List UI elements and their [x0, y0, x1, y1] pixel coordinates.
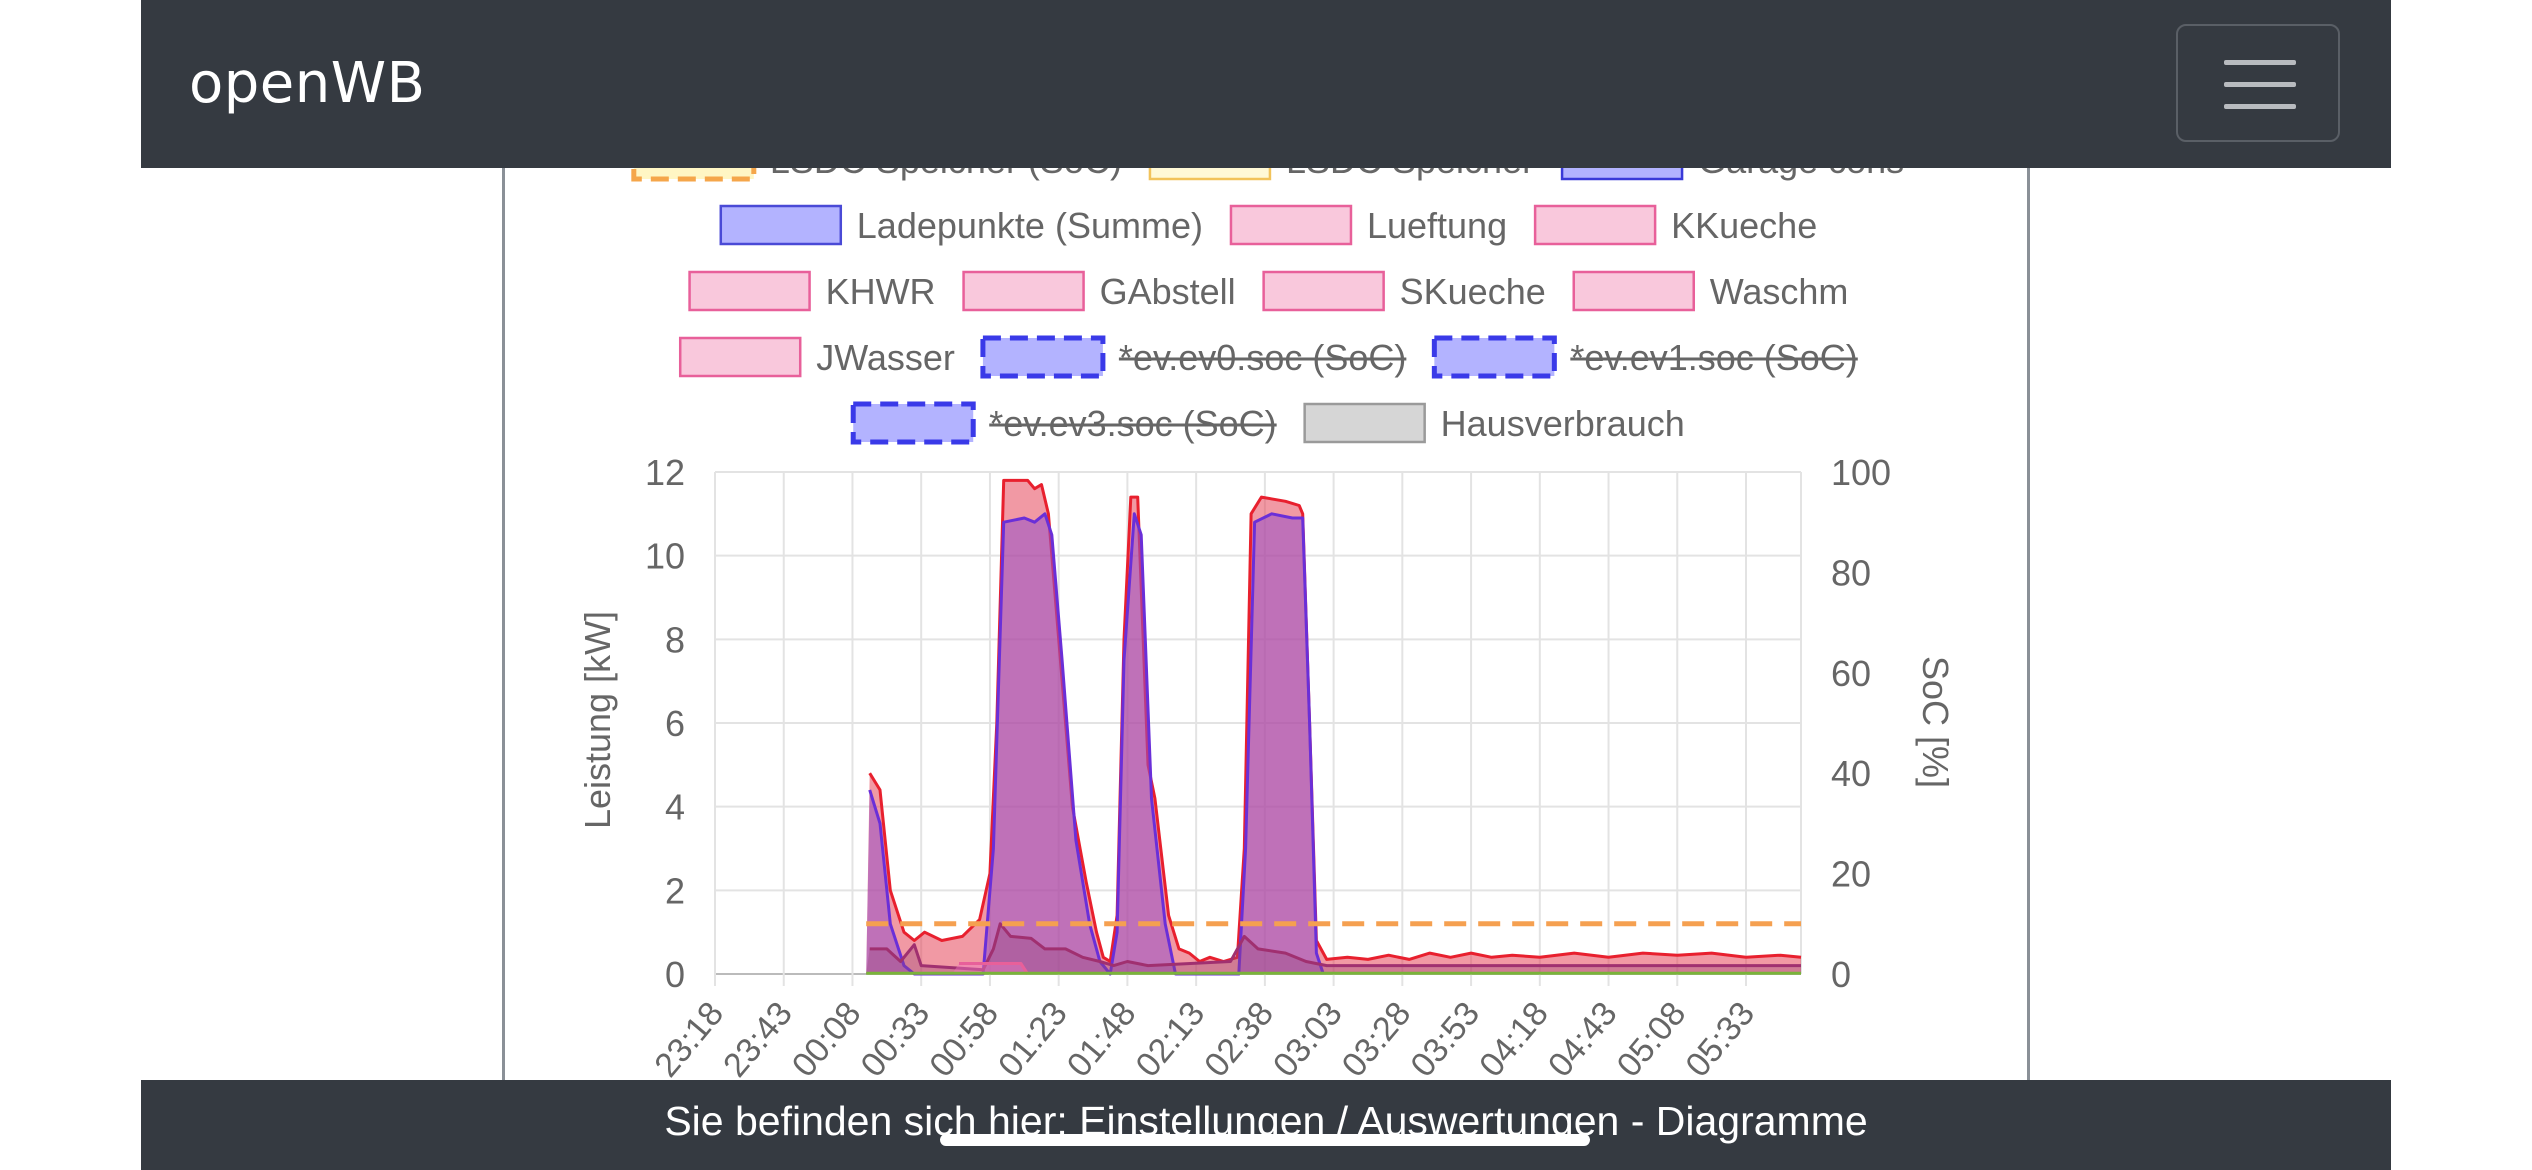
x-tick-label: 02:38	[1197, 995, 1281, 1085]
legend-swatch	[962, 270, 1085, 312]
x-tick-label: 00:08	[785, 995, 869, 1085]
x-tick-label: 00:58	[922, 995, 1006, 1085]
legend-label: JWasser	[816, 337, 955, 378]
legend-swatch	[719, 204, 843, 246]
legend-label: SKueche	[1400, 271, 1546, 312]
legend-label: Waschm	[1710, 271, 1849, 312]
series-line	[869, 922, 1801, 972]
legend-item[interactable]: GAbstell	[962, 270, 1236, 312]
hamburger-menu-icon	[2224, 60, 2296, 65]
x-tick-label: 00:33	[854, 995, 938, 1085]
legend-swatch	[850, 401, 976, 445]
hamburger-menu-icon	[2224, 104, 2296, 109]
legend-swatch	[1431, 335, 1557, 379]
legend-item[interactable]: *ev.ev0.soc (SoC)	[980, 335, 1407, 379]
y-tick-label-right: 40	[1831, 753, 1871, 794]
y-tick-label-left: 6	[665, 703, 685, 744]
legend-item[interactable]: JWasser	[678, 336, 955, 378]
y-tick-label-left: 8	[665, 619, 685, 660]
y-tick-label-left: 0	[665, 954, 685, 995]
chart-card: LSDC Speicher (SoC)LSDC SpeicherGarage c…	[502, 100, 2030, 1100]
home-indicator[interactable]	[940, 1134, 1590, 1146]
legend-item[interactable]: Ladepunkte (Summe)	[719, 204, 1203, 246]
brand-logo[interactable]: openWB	[189, 51, 426, 116]
x-tick-label: 01:48	[1060, 995, 1144, 1085]
legend-label: KKueche	[1671, 205, 1817, 246]
x-tick-label: 02:13	[1128, 995, 1212, 1085]
legend-item[interactable]: *ev.ev1.soc (SoC)	[1431, 335, 1858, 379]
series-area	[866, 513, 1801, 974]
hamburger-menu-icon	[2224, 82, 2296, 87]
legend-label: Ladepunkte (Summe)	[857, 205, 1203, 246]
x-tick-label: 05:08	[1610, 995, 1694, 1085]
legend-item[interactable]: Lueftung	[1229, 204, 1507, 246]
legend-label: Hausverbrauch	[1441, 403, 1685, 444]
hamburger-menu-button[interactable]	[2176, 24, 2340, 142]
x-tick-label: 03:03	[1266, 995, 1350, 1085]
legend-item[interactable]: Hausverbrauch	[1303, 402, 1685, 444]
y-tick-label-right: 60	[1831, 653, 1871, 694]
legend-swatch	[1229, 204, 1353, 246]
x-tick-label: 03:53	[1403, 995, 1487, 1085]
y-tick-label-right: 0	[1831, 954, 1851, 995]
legend-swatch	[1572, 270, 1695, 312]
y-tick-label-left: 12	[645, 452, 685, 493]
legend-swatch	[1303, 402, 1426, 444]
y-tick-label-left: 10	[645, 536, 685, 577]
legend-swatch	[678, 336, 802, 378]
x-tick-label: 01:23	[991, 995, 1075, 1085]
legend-swatch	[1262, 270, 1385, 312]
legend-item[interactable]: *ev.ev3.soc (SoC)	[850, 401, 1277, 445]
chart-legend: LSDC Speicher (SoC)LSDC SpeicherGarage c…	[631, 138, 1904, 445]
footer-bar: Sie befinden sich hier: Einstellungen / …	[141, 1080, 2391, 1170]
y-tick-label-left: 2	[665, 870, 685, 911]
y-tick-label-right: 100	[1831, 452, 1891, 493]
legend-swatch	[688, 270, 811, 312]
x-tick-label: 04:43	[1541, 995, 1625, 1085]
power-chart[interactable]: LSDC Speicher (SoC)LSDC SpeicherGarage c…	[505, 100, 2030, 1100]
legend-item[interactable]: KKueche	[1533, 204, 1817, 246]
y-tick-label-left: 4	[665, 787, 685, 828]
y-axis-label-right: SoC [%]	[1915, 656, 1956, 788]
x-tick-label: 03:28	[1335, 995, 1419, 1085]
chart-series	[866, 478, 1802, 976]
legend-item[interactable]: KHWR	[688, 270, 936, 312]
legend-label: KHWR	[826, 271, 936, 312]
x-tick-label: 23:43	[716, 995, 800, 1085]
y-tick-label-right: 80	[1831, 552, 1871, 593]
x-tick-label: 23:18	[647, 995, 731, 1085]
legend-item[interactable]: SKueche	[1262, 270, 1546, 312]
x-tick-label: 04:18	[1472, 995, 1556, 1085]
top-navbar: openWB	[141, 0, 2391, 168]
series-line	[959, 962, 1029, 975]
legend-item[interactable]: Waschm	[1572, 270, 1849, 312]
legend-label: Lueftung	[1367, 205, 1507, 246]
legend-swatch	[1533, 204, 1657, 246]
legend-label: GAbstell	[1100, 271, 1236, 312]
x-tick-label: 05:33	[1678, 995, 1762, 1085]
y-axis-label-left: Leistung [kW]	[577, 611, 618, 829]
y-tick-label-right: 20	[1831, 854, 1871, 895]
legend-swatch	[980, 335, 1106, 379]
